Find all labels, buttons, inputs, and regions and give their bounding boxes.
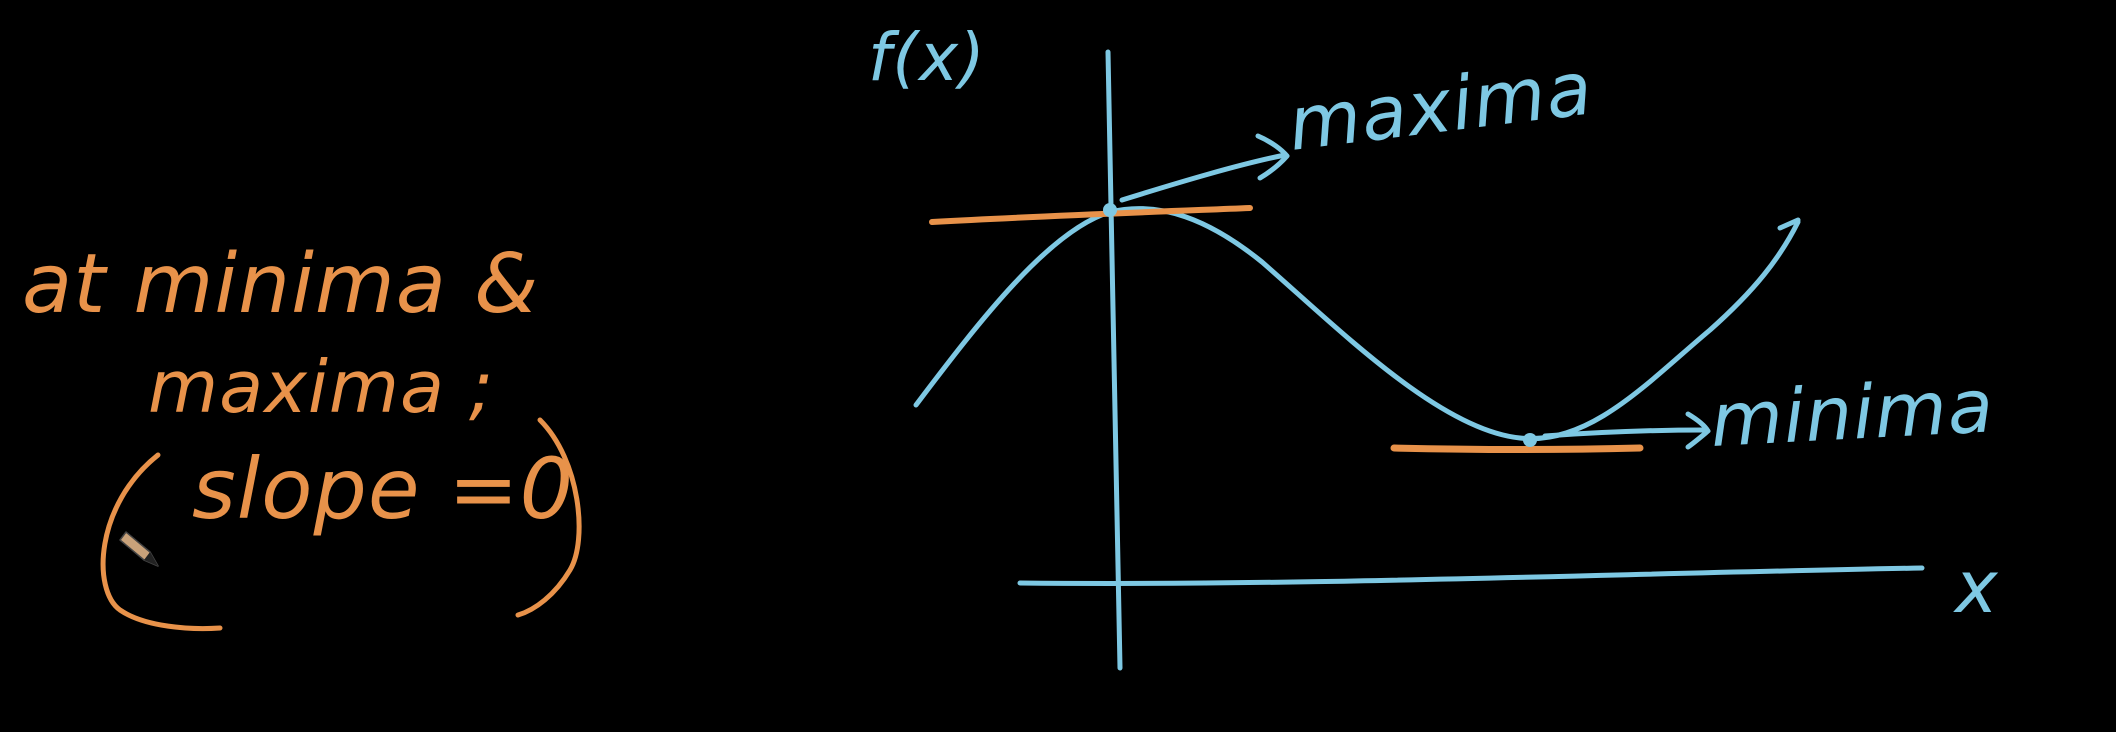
curve-end-hook	[1777, 217, 1801, 231]
maxima-arrow	[1119, 152, 1288, 203]
minima-tangent-line	[1390, 444, 1644, 453]
maxima-point	[1103, 203, 1117, 217]
minima-label: minima	[1708, 363, 1996, 464]
note-line-3: slope =0	[192, 440, 574, 538]
right-parenthesis	[515, 417, 582, 618]
y-axis	[1105, 49, 1123, 671]
y-axis-label: f(x)	[868, 19, 986, 96]
minima-point	[1523, 433, 1537, 447]
x-axis-label: x	[1953, 545, 1999, 629]
function-curve	[913, 206, 1801, 442]
note-line-2: maxima ;	[148, 345, 494, 429]
minima-arrow	[1542, 427, 1708, 439]
pencil-cursor-icon	[119, 531, 159, 567]
left-parenthesis	[100, 452, 223, 632]
x-axis	[1017, 565, 1925, 586]
minima-arrowhead-icon	[1685, 411, 1711, 450]
note-line-1: at minima &	[22, 237, 539, 332]
maxima-arrowhead-icon	[1255, 133, 1290, 181]
maxima-label: maxima	[1284, 45, 1597, 168]
maxima-tangent-line	[929, 205, 1253, 225]
